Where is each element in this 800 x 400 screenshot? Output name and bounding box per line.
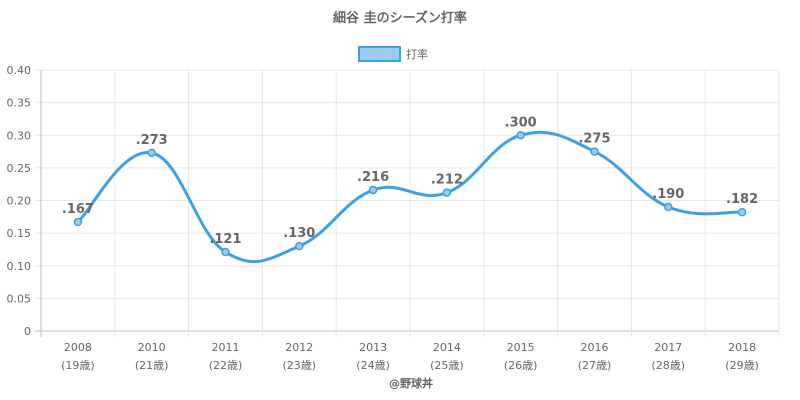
axes: 0 0.05 0.10 0.15 0.20 0.25 0.30 0.35 0.40 2008 (19… bbox=[7, 64, 759, 372]
x-tick-sublabel: (19歳) bbox=[61, 359, 95, 372]
data-point[interactable] bbox=[221, 247, 230, 257]
y-tick-label: 0.20 bbox=[7, 195, 32, 208]
y-tick-label: 0.25 bbox=[7, 162, 32, 175]
data-label: .273 bbox=[136, 133, 168, 148]
data-point[interactable] bbox=[73, 217, 83, 227]
x-tick-label: 2014 bbox=[433, 341, 461, 354]
data-label: .167 bbox=[62, 202, 94, 217]
y-tick-label: 0.40 bbox=[7, 64, 32, 77]
x-tick-label: 2016 bbox=[581, 341, 609, 354]
data-point[interactable] bbox=[590, 147, 599, 156]
data-label: .216 bbox=[357, 170, 389, 185]
data-label: .190 bbox=[652, 187, 684, 202]
x-tick-label: 2013 bbox=[359, 341, 387, 354]
legend-label: 打率 bbox=[406, 47, 428, 61]
x-tick-sublabel: (25歳) bbox=[430, 359, 464, 372]
x-tick-sublabel: (28歳) bbox=[652, 359, 686, 372]
data-point[interactable] bbox=[516, 131, 525, 140]
data-point[interactable] bbox=[664, 202, 673, 212]
x-tick-sublabel: (26歳) bbox=[504, 359, 538, 372]
x-tick-label: 2015 bbox=[507, 341, 535, 354]
x-tick-sublabel: (27歳) bbox=[578, 359, 612, 372]
x-tick-label: 2011 bbox=[212, 341, 240, 354]
data-label: .300 bbox=[505, 115, 537, 130]
data-point[interactable] bbox=[442, 188, 452, 197]
y-tick-label: 0.15 bbox=[7, 227, 32, 240]
x-tick-sublabel: (22歳) bbox=[209, 359, 243, 372]
data-point[interactable] bbox=[295, 241, 304, 251]
series-line bbox=[76, 130, 744, 264]
x-tick-sublabel: (21歳) bbox=[135, 359, 169, 372]
data-label: .130 bbox=[283, 226, 315, 241]
data-label: .275 bbox=[578, 132, 610, 147]
x-tick-label: 2010 bbox=[138, 341, 166, 354]
y-tick-label: 0 bbox=[24, 325, 31, 338]
x-tick-sublabel: (23歳) bbox=[283, 359, 317, 372]
grid bbox=[35, 69, 780, 337]
data-label: .121 bbox=[209, 232, 241, 247]
data-point[interactable] bbox=[737, 207, 747, 217]
data-point[interactable] bbox=[147, 148, 156, 158]
y-tick-label: 0.10 bbox=[7, 260, 32, 273]
chart-title: 細谷 圭のシーズン打率 bbox=[333, 10, 467, 26]
x-tick-label: 2012 bbox=[285, 341, 313, 354]
credit-text: @野球丼 bbox=[389, 376, 433, 390]
y-tick-label: 0.35 bbox=[7, 97, 32, 110]
x-tick-label: 2017 bbox=[654, 341, 682, 354]
legend[interactable]: 打率 bbox=[358, 46, 428, 62]
x-tick-label: 2008 bbox=[64, 341, 92, 354]
data-label: .182 bbox=[726, 192, 758, 207]
y-tick-label: 0.30 bbox=[7, 129, 32, 142]
data-label: .212 bbox=[431, 173, 463, 188]
legend-swatch bbox=[358, 46, 401, 62]
data-labels: .167 .273 .121 .130 .216 .212 .300 .275 .190 .182 bbox=[62, 115, 758, 247]
x-tick-sublabel: (24歳) bbox=[356, 359, 390, 372]
y-tick-label: 0.05 bbox=[7, 292, 32, 305]
data-point[interactable] bbox=[368, 185, 378, 195]
x-tick-sublabel: (29歳) bbox=[725, 359, 759, 372]
x-tick-label: 2018 bbox=[728, 341, 756, 354]
series-average bbox=[73, 130, 747, 264]
